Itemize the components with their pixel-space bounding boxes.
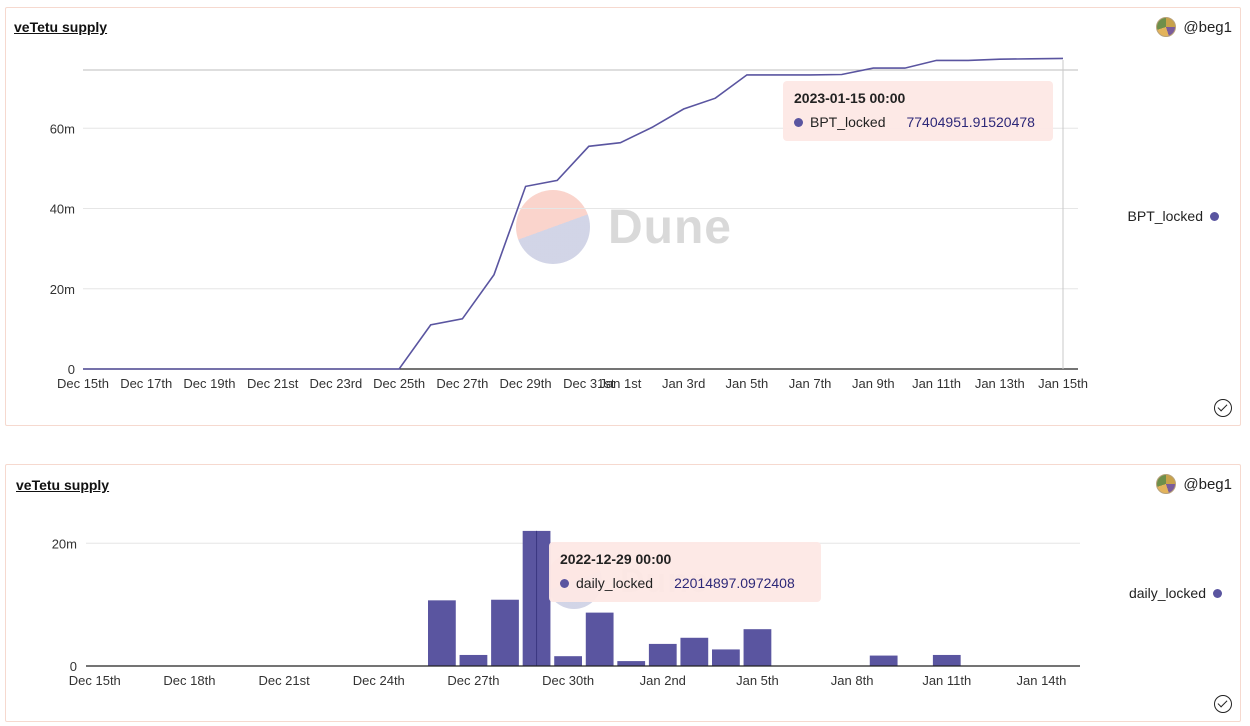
x-tick-label: Jan 2nd (640, 673, 686, 688)
chart-tooltip: 2023-01-15 00:00 BPT_locked 77404951.915… (783, 81, 1053, 141)
x-tick-label: Jan 1st (599, 376, 641, 391)
avatar-icon (1156, 17, 1177, 37)
x-tick-label: Jan 5th (726, 376, 769, 391)
bar (712, 649, 740, 666)
series-line-bpt-locked (83, 57, 1064, 370)
bar (648, 643, 677, 666)
x-tick-label: Dec 15th (57, 376, 109, 391)
tooltip-series-label: daily_locked (576, 575, 654, 591)
bar (585, 612, 614, 666)
x-tick-label: Dec 27th (447, 673, 499, 688)
line-chart-panel: veTetu supply @beg1 Dune 0 20m 40m 60m Dec 1… (5, 7, 1241, 426)
y-tick-label: 0 (68, 362, 75, 377)
bar (932, 654, 961, 666)
bar (428, 600, 456, 666)
y-tick-label: 40m (50, 202, 75, 217)
x-tick-label: Jan 5th (736, 673, 779, 688)
x-tick-label: Jan 15th (1038, 376, 1088, 391)
bar (743, 629, 772, 666)
bar-chart[interactable]: 0 20m Dec 15th Dec 18th Dec 21st Dec 24th Dec … (6, 465, 1242, 723)
x-tick-label: Dec 29th (500, 376, 552, 391)
x-tick-label: Dec 25th (373, 376, 425, 391)
x-tick-label: Dec 21st (247, 376, 299, 391)
tooltip-series-label: BPT_locked (810, 114, 886, 130)
y-tick-label: 20m (52, 536, 77, 551)
x-tick-label: Dec 15th (69, 673, 121, 688)
panel-title[interactable]: veTetu supply (14, 19, 108, 35)
x-tick-label: Dec 21st (258, 673, 310, 688)
x-tick-label: Jan 14th (1017, 673, 1067, 688)
x-tick-label: Jan 3rd (662, 376, 705, 391)
x-tick-label: Jan 8th (831, 673, 874, 688)
panel-title[interactable]: veTetu supply (16, 477, 110, 493)
avatar-icon (1156, 474, 1177, 494)
bar (617, 661, 646, 666)
author-name: @beg1 (1183, 18, 1232, 36)
x-tick-label: Jan 11th (912, 376, 961, 391)
bar (459, 654, 488, 666)
x-tick-label: Dec 18th (163, 673, 215, 688)
tooltip-series-dot (794, 117, 803, 127)
legend-dot (1210, 211, 1219, 221)
tooltip-series-dot (560, 578, 569, 588)
x-tick-label: Dec 19th (183, 376, 235, 391)
tooltip-value: 22014897.0972408 (674, 575, 795, 591)
tooltip-title: 2022-12-29 00:00 (560, 551, 672, 567)
author-link[interactable]: @beg1 (1156, 474, 1232, 494)
y-tick-label: 60m (50, 121, 75, 136)
x-tick-label: Dec 31st (563, 376, 615, 391)
tooltip-title: 2023-01-15 00:00 (794, 90, 906, 106)
x-tick-label: Jan 9th (852, 376, 895, 391)
x-tick-label: Jan 7th (789, 376, 832, 391)
author-name: @beg1 (1183, 475, 1232, 493)
legend-label: daily_locked (1128, 585, 1206, 601)
x-tick-label: Jan 11th (922, 673, 971, 688)
legend-item[interactable]: BPT_locked (1128, 208, 1219, 224)
line-chart[interactable]: 0 20m 40m 60m Dec 15th Dec 17th Dec 19th Dec 21… (6, 8, 1242, 427)
y-tick-label: 20m (50, 282, 75, 297)
x-tick-label: Dec 24th (353, 673, 405, 688)
y-tick-label: 0 (70, 659, 77, 674)
x-tick-label: Dec 17th (120, 376, 172, 391)
bar (491, 599, 519, 666)
check-circle-icon[interactable] (1214, 399, 1232, 417)
x-tick-label: Dec 23rd (310, 376, 363, 391)
x-tick-label: Jan 13th (975, 376, 1025, 391)
x-tick-label: Dec 30th (542, 673, 594, 688)
legend-item[interactable]: daily_locked (1129, 585, 1222, 601)
bar (869, 655, 898, 666)
bar (554, 656, 582, 666)
check-circle-icon[interactable] (1214, 695, 1232, 713)
chart-tooltip: 2022-12-29 00:00 daily_locked 22014897.0… (549, 542, 821, 602)
legend-label: BPT_locked (1127, 208, 1203, 224)
author-link[interactable]: @beg1 (1156, 17, 1232, 37)
tooltip-value: 77404951.91520478 (906, 114, 1035, 130)
legend-dot (1213, 588, 1222, 598)
bar (680, 637, 709, 666)
x-tick-label: Dec 27th (436, 376, 488, 391)
